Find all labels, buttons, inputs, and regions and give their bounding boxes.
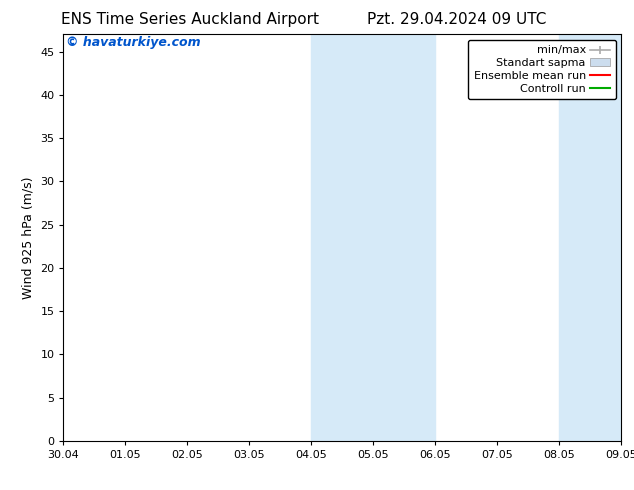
Y-axis label: Wind 925 hPa (m/s): Wind 925 hPa (m/s)	[22, 176, 35, 299]
Text: ENS Time Series Auckland Airport: ENS Time Series Auckland Airport	[61, 12, 319, 27]
Text: Pzt. 29.04.2024 09 UTC: Pzt. 29.04.2024 09 UTC	[367, 12, 546, 27]
Bar	[311, 34, 436, 441]
Legend: min/max, Standart sapma, Ensemble mean run, Controll run: min/max, Standart sapma, Ensemble mean r…	[468, 40, 616, 99]
Bar	[559, 34, 621, 441]
Text: © havaturkiye.com: © havaturkiye.com	[66, 36, 201, 49]
